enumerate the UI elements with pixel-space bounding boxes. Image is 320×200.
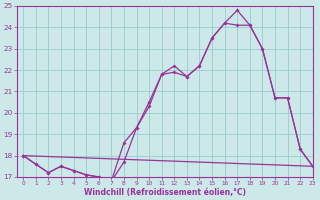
- X-axis label: Windchill (Refroidissement éolien,°C): Windchill (Refroidissement éolien,°C): [84, 188, 246, 197]
